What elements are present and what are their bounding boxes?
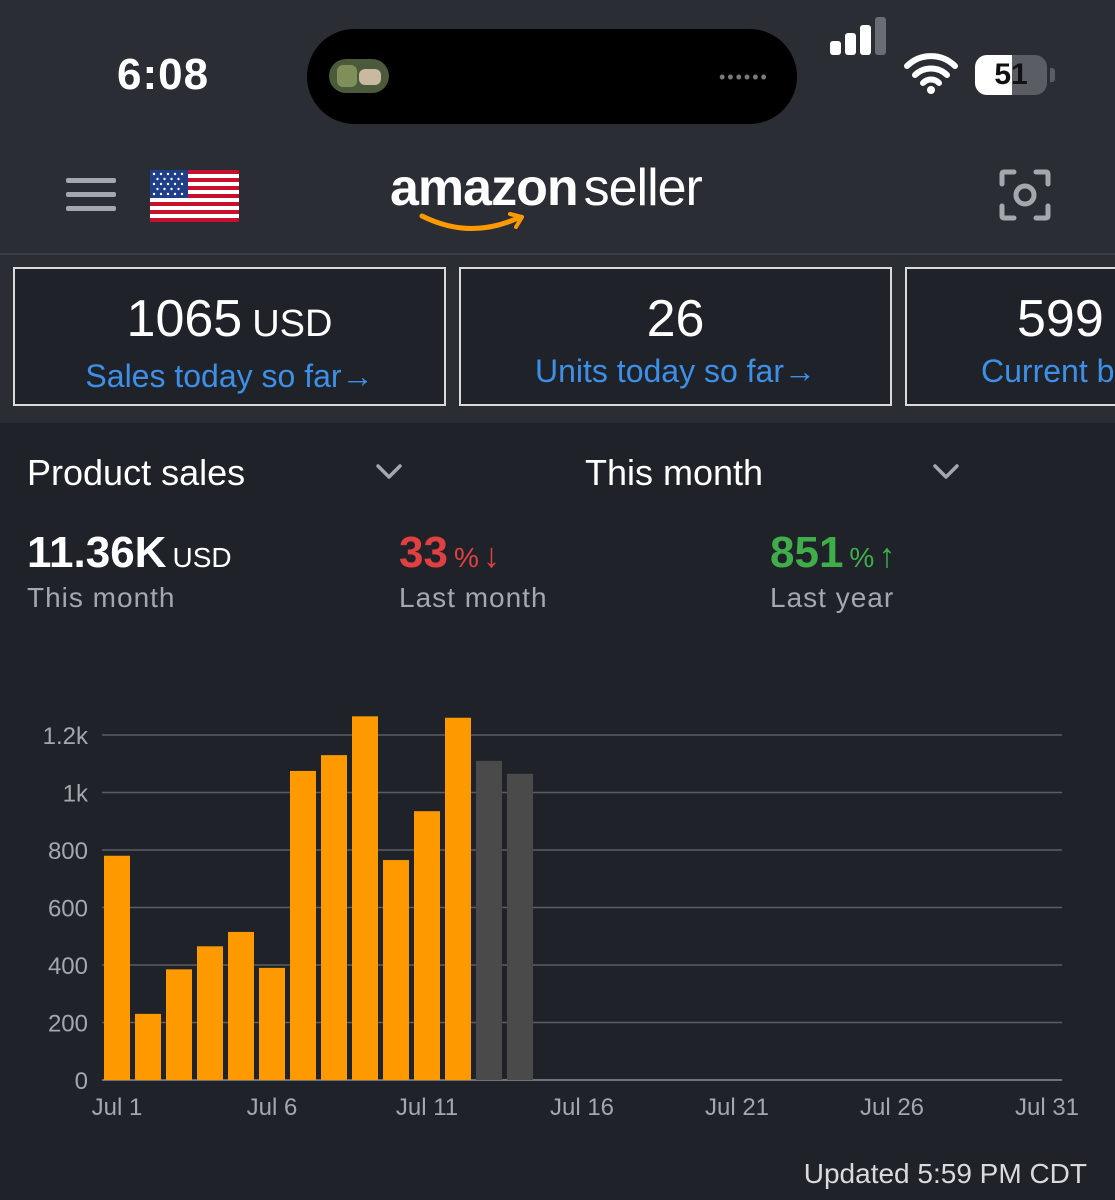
sales-today-value: 1065: [126, 290, 243, 348]
units-today-card[interactable]: 26 Units today so far→: [459, 267, 892, 406]
period-chevron-down-icon[interactable]: [932, 463, 960, 481]
last-year-label: Last year: [770, 582, 895, 613]
x-tick-label-0: Jul 1: [92, 1094, 143, 1121]
bar-jul-9[interactable]: [352, 716, 378, 1080]
x-tick-label-3: Jul 16: [550, 1094, 614, 1121]
bar-jul-4[interactable]: [197, 946, 223, 1080]
this-month-value: 11.36K: [27, 528, 167, 577]
logo-seller-text: seller: [583, 159, 703, 217]
x-tick-label-4: Jul 21: [705, 1094, 769, 1121]
period-dropdown[interactable]: This month: [585, 452, 764, 493]
x-tick-label-2: Jul 11: [396, 1094, 458, 1121]
stat-last-year: 851% ↑ Last year: [770, 528, 895, 614]
this-month-label: This month: [27, 582, 176, 613]
summary-cards: 1065 USD Sales today so far→ 26 Units tod…: [0, 255, 1115, 423]
y-tick-label-6: 1.2k: [43, 723, 89, 750]
units-today-value: 26: [646, 290, 705, 348]
stat-last-month: 33% ↓ Last month: [399, 528, 548, 614]
amazon-seller-logo: amazon seller: [390, 158, 730, 238]
last-month-label: Last month: [399, 582, 548, 613]
bar-jul-3[interactable]: [166, 969, 192, 1080]
bar-jul-1[interactable]: [104, 855, 130, 1080]
battery-percent: 51: [994, 58, 1028, 91]
units-today-link[interactable]: Units today so far→: [535, 353, 816, 389]
bar-jul-12[interactable]: [445, 717, 471, 1080]
y-tick-label-5: 1k: [63, 781, 89, 808]
y-tick-label-3: 600: [48, 896, 88, 923]
bar-jul-6[interactable]: [259, 967, 285, 1080]
x-tick-label-5: Jul 26: [860, 1094, 924, 1121]
bar-jul-11[interactable]: [414, 811, 440, 1080]
sales-today-card[interactable]: 1065 USD Sales today so far→: [13, 267, 446, 406]
last-year-unit: %: [849, 542, 875, 573]
battery-cap: [1050, 68, 1055, 82]
logo-amazon-text: amazon: [390, 159, 579, 217]
sales-today-link[interactable]: Sales today so far→: [85, 358, 374, 394]
bar-jul-2[interactable]: [135, 1013, 161, 1080]
dynamic-island[interactable]: ••••••: [307, 29, 797, 124]
x-tick-label-1: Jul 6: [247, 1094, 298, 1121]
y-tick-label-0: 0: [75, 1068, 88, 1095]
last-month-unit: %: [453, 542, 479, 573]
header-divider: [0, 253, 1115, 255]
arrow-down-icon: ↓: [482, 537, 500, 575]
bar-jul-13[interactable]: [476, 760, 502, 1080]
battery-icon: 51: [975, 55, 1047, 95]
waveform-dots-icon: ••••••: [719, 67, 769, 87]
wifi-icon: [904, 53, 958, 94]
y-tick-label-2: 400: [48, 953, 88, 980]
last-month-value: 33: [399, 528, 448, 577]
product-sales-chart: 0 200 400 600 800 1k 1.2k Jul 1 Jul 6 Jul 11 Jul 1…: [43, 716, 1079, 1121]
current-balance-link[interactable]: Current b: [981, 353, 1115, 389]
last-year-value: 851: [770, 528, 844, 577]
camera-scan-icon[interactable]: [998, 168, 1052, 222]
metric-dropdown[interactable]: Product sales: [27, 452, 246, 493]
y-tick-label-1: 200: [48, 1011, 88, 1038]
bar-jul-10[interactable]: [383, 860, 409, 1080]
stat-this-month: 11.36K USD This month: [27, 528, 232, 614]
current-balance-value: 599: [1017, 290, 1104, 348]
bar-jul-14[interactable]: [507, 773, 533, 1080]
this-month-unit: USD: [172, 542, 232, 573]
x-tick-label-6: Jul 31: [1015, 1094, 1079, 1121]
battery-fill: [975, 55, 1012, 95]
bar-jul-5[interactable]: [228, 931, 254, 1080]
status-time: 6:08: [117, 50, 210, 99]
sales-today-unit: USD: [252, 303, 333, 345]
current-balance-card[interactable]: 599 Current b: [905, 267, 1115, 406]
updated-timestamp: Updated 5:59 PM CDT: [803, 1158, 1087, 1189]
media-thumbnail[interactable]: [329, 59, 389, 93]
us-flag-icon[interactable]: [150, 170, 239, 222]
bar-jul-7[interactable]: [290, 770, 316, 1080]
amazon-smile-icon: [419, 212, 524, 231]
bar-jul-8[interactable]: [321, 755, 347, 1080]
arrow-up-icon: ↑: [878, 537, 896, 575]
hamburger-menu-icon[interactable]: [66, 178, 116, 212]
y-tick-label-4: 800: [48, 838, 88, 865]
metric-chevron-down-icon[interactable]: [375, 463, 403, 481]
